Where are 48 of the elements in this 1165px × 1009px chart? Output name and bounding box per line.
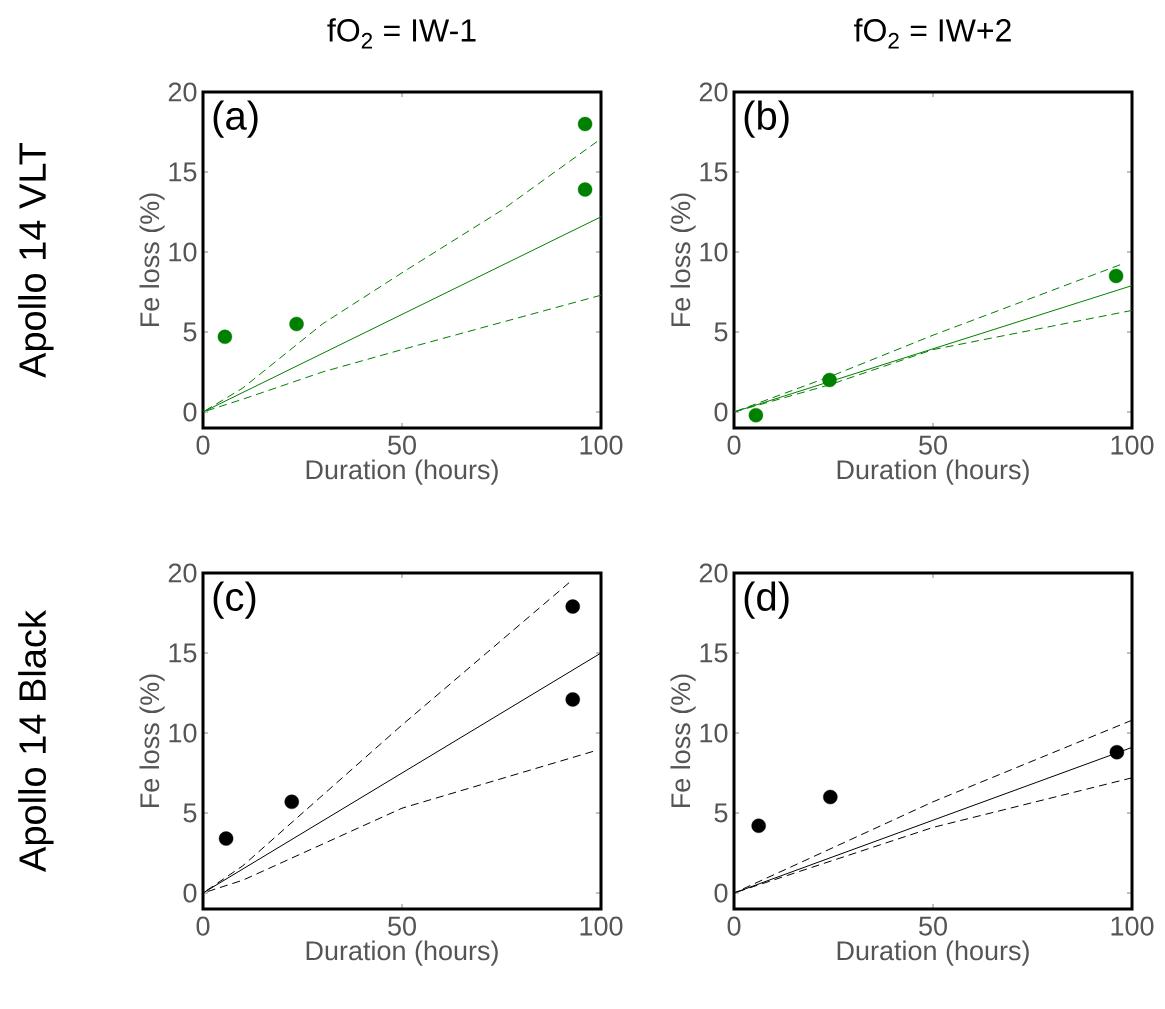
y-tick-label: 5 <box>183 322 197 342</box>
text: Apollo 14 Black <box>18 610 54 872</box>
x-axis-title: Duration (hours) <box>306 459 498 485</box>
y-tick-label: 0 <box>183 402 197 422</box>
y-tick-label: 15 <box>169 162 197 182</box>
y-tick-label: 20 <box>168 563 197 583</box>
annotation: (d) <box>744 581 789 619</box>
y-tick-label: 10 <box>169 723 197 743</box>
x-tick-label: 100 <box>580 435 623 455</box>
y-tick-label: 5 <box>714 803 728 823</box>
y-tick-label: 15 <box>700 643 728 663</box>
y-tick-label: 5 <box>714 322 728 342</box>
y-tick-label: 20 <box>168 82 197 102</box>
x-tick-label: 0 <box>196 435 210 455</box>
x-tick-label: 50 <box>919 916 947 936</box>
x-tick-label: 100 <box>1111 435 1154 455</box>
y-tick-label: 15 <box>169 643 197 663</box>
x-tick-label: 100 <box>580 916 623 936</box>
x-tick-label: 100 <box>1111 916 1154 936</box>
y-tick-label: 0 <box>183 883 197 903</box>
x-axis-title: Duration (hours) <box>837 459 1029 485</box>
y-tick-label: 5 <box>183 803 197 823</box>
y-tick-label: 10 <box>700 723 728 743</box>
y-tick-label: 20 <box>699 82 728 102</box>
y-tick-label: 10 <box>169 242 197 262</box>
y-axis-title: Fe loss (%) <box>139 674 165 808</box>
x-tick-label: 0 <box>196 916 210 936</box>
x-axis-title: Duration (hours) <box>306 940 498 966</box>
y-axis-title: Fe loss (%) <box>139 193 165 327</box>
y-axis-title: Fe loss (%) <box>670 674 696 808</box>
x-tick-label: 50 <box>388 916 416 936</box>
annotation: (a) <box>213 100 258 138</box>
text: Apollo 14 VLT <box>18 142 54 378</box>
annotation: (c) <box>213 581 256 619</box>
x-tick-label: 0 <box>727 916 741 936</box>
y-tick-label: 20 <box>699 563 728 583</box>
x-tick-label: 50 <box>919 435 947 455</box>
y-tick-label: 10 <box>700 242 728 262</box>
x-axis-title: Duration (hours) <box>837 940 1029 966</box>
y-tick-label: 15 <box>700 162 728 182</box>
x-tick-label: 50 <box>388 435 416 455</box>
chart-title: fO$_{2}$ = IW-1 <box>327 18 476 49</box>
annotation: (b) <box>744 100 789 138</box>
x-tick-label: 0 <box>727 435 741 455</box>
y-axis-title: Fe loss (%) <box>670 193 696 327</box>
y-tick-label: 0 <box>714 883 728 903</box>
chart-title: fO$_{2}$ = IW+2 <box>854 18 1011 49</box>
y-tick-label: 0 <box>714 402 728 422</box>
